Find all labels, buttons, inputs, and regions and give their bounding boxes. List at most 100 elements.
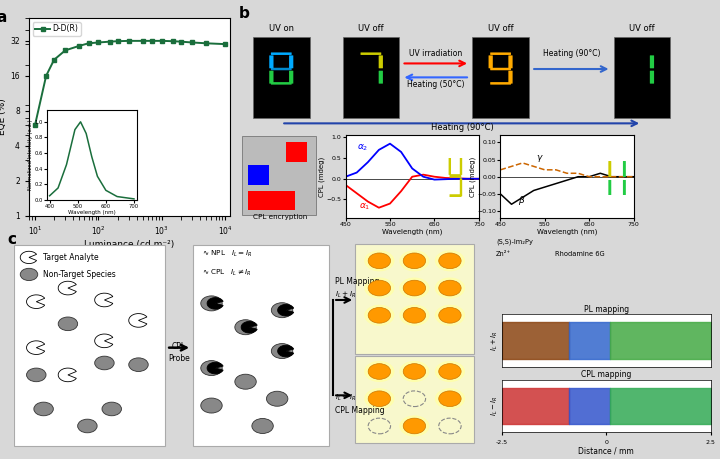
Text: a: a	[0, 11, 7, 25]
FancyBboxPatch shape	[379, 71, 383, 84]
Wedge shape	[278, 345, 294, 357]
Bar	[343, 37, 399, 118]
D-D(R)	[138, 38, 147, 44]
D-D(R)	[105, 39, 114, 45]
FancyBboxPatch shape	[623, 180, 626, 196]
Text: Non-Target Species: Non-Target Species	[42, 270, 115, 279]
D-D(R)	[31, 123, 40, 128]
FancyBboxPatch shape	[460, 157, 462, 175]
Circle shape	[400, 250, 430, 271]
Circle shape	[368, 364, 390, 379]
FancyBboxPatch shape	[269, 56, 274, 68]
Text: UV off: UV off	[629, 24, 655, 33]
FancyBboxPatch shape	[355, 244, 474, 354]
Text: PL Mapping: PL Mapping	[335, 277, 379, 286]
Text: Zn²⁺: Zn²⁺	[496, 251, 511, 257]
Title: CPL mapping: CPL mapping	[581, 370, 631, 379]
D-D(R)	[94, 40, 103, 45]
X-axis label: Wavelength (nm): Wavelength (nm)	[382, 229, 442, 235]
Circle shape	[400, 415, 430, 437]
Circle shape	[20, 269, 37, 280]
FancyBboxPatch shape	[490, 68, 511, 70]
FancyBboxPatch shape	[489, 56, 492, 68]
X-axis label: Distance / mm: Distance / mm	[578, 447, 634, 455]
Circle shape	[438, 280, 461, 296]
Wedge shape	[207, 297, 223, 309]
FancyBboxPatch shape	[271, 68, 292, 70]
FancyBboxPatch shape	[289, 56, 293, 68]
Text: (S,S)-Im₂Py: (S,S)-Im₂Py	[496, 239, 533, 245]
Circle shape	[403, 308, 426, 323]
Wedge shape	[129, 313, 147, 327]
FancyBboxPatch shape	[193, 246, 329, 447]
Circle shape	[403, 364, 426, 379]
D-D(R)	[148, 38, 156, 44]
D-D(R)	[42, 73, 50, 78]
Circle shape	[435, 250, 465, 271]
FancyBboxPatch shape	[623, 161, 626, 177]
Text: UV on: UV on	[269, 24, 294, 33]
D-D(R)	[125, 38, 133, 44]
Title: PL mapping: PL mapping	[584, 305, 629, 313]
Bar	[248, 191, 295, 210]
Circle shape	[364, 388, 395, 409]
Circle shape	[252, 419, 274, 433]
Circle shape	[403, 418, 426, 434]
Circle shape	[400, 305, 430, 326]
Bar	[248, 165, 269, 185]
Legend: D-D(R): D-D(R)	[32, 22, 81, 36]
D-D(R)	[202, 40, 210, 46]
Wedge shape	[27, 341, 45, 354]
Text: ∿ CPL   $I_L \neq I_R$: ∿ CPL $I_L \neq I_R$	[202, 268, 252, 278]
Text: UV off: UV off	[358, 24, 384, 33]
Y-axis label: EQE (%): EQE (%)	[0, 99, 7, 135]
FancyBboxPatch shape	[449, 157, 451, 175]
Circle shape	[235, 374, 256, 389]
FancyBboxPatch shape	[449, 174, 462, 178]
Circle shape	[201, 398, 222, 413]
FancyBboxPatch shape	[596, 157, 610, 161]
D-D(R)	[188, 40, 197, 45]
Text: $I_L + I_R$: $I_L + I_R$	[335, 290, 356, 300]
D-D(R)	[158, 38, 166, 44]
Y-axis label: Normalized Intensity (a.u.): Normalized Intensity (a.u.)	[28, 120, 33, 190]
Circle shape	[201, 296, 222, 311]
FancyBboxPatch shape	[242, 136, 315, 215]
Circle shape	[438, 391, 461, 407]
D-D(R)	[113, 39, 122, 44]
Y-axis label: CPL (mdeg): CPL (mdeg)	[469, 157, 476, 197]
Bar	[472, 37, 529, 118]
Text: $\gamma$: $\gamma$	[536, 152, 544, 163]
Y-axis label: CPL (mdeg): CPL (mdeg)	[318, 157, 325, 197]
FancyBboxPatch shape	[361, 52, 382, 55]
Text: Heating (50°C): Heating (50°C)	[407, 80, 464, 89]
D-D(R)	[221, 41, 230, 47]
Circle shape	[364, 250, 395, 271]
Circle shape	[271, 344, 293, 358]
Circle shape	[368, 280, 390, 296]
Text: CPL
Probe: CPL Probe	[168, 342, 190, 363]
Text: $\alpha_1$: $\alpha_1$	[359, 202, 370, 212]
FancyBboxPatch shape	[650, 71, 654, 84]
Circle shape	[438, 364, 461, 379]
Circle shape	[34, 402, 53, 416]
Circle shape	[403, 253, 426, 269]
Y-axis label: $I_L-I_R$: $I_L-I_R$	[490, 396, 500, 416]
Line: D-D(R): D-D(R)	[33, 39, 228, 128]
Circle shape	[435, 305, 465, 326]
Wedge shape	[241, 321, 257, 333]
Circle shape	[403, 280, 426, 296]
FancyBboxPatch shape	[608, 180, 611, 196]
Circle shape	[368, 308, 390, 323]
FancyBboxPatch shape	[269, 71, 274, 84]
Circle shape	[95, 356, 114, 370]
FancyBboxPatch shape	[14, 246, 166, 447]
Text: c: c	[7, 232, 17, 247]
Circle shape	[129, 358, 148, 371]
Text: Rhodamine 6G: Rhodamine 6G	[554, 251, 604, 257]
Wedge shape	[58, 368, 76, 382]
Text: CPL Mapping: CPL Mapping	[335, 406, 384, 415]
Circle shape	[435, 361, 465, 382]
Circle shape	[364, 305, 395, 326]
Circle shape	[266, 391, 288, 406]
